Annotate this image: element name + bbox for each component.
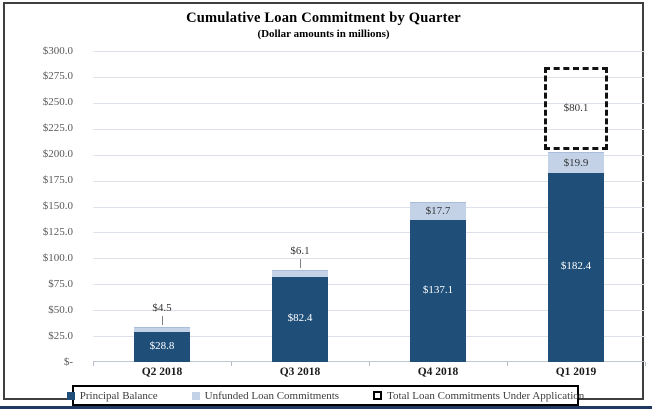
legend-item: Unfunded Loan Commitments (191, 389, 340, 402)
y-tick-label: $125.0 (42, 225, 73, 238)
x-category-label: Q1 2019 (555, 366, 597, 378)
chart-frame: Cumulative Loan Commitment by Quarter (D… (3, 2, 646, 406)
plot-area: $28.8 $4.5 $82.4 $6.1 $137.1 $17.7 $182.4 $19.9… (93, 51, 646, 366)
legend-item: Principal Balance (66, 389, 158, 402)
legend-item: Total Loan Commitments Under Application (373, 390, 584, 402)
legend-swatch-unfunded-icon (191, 391, 200, 400)
gridline (93, 76, 645, 78)
gridline (93, 336, 645, 338)
bar-segment-unfunded: $17.7 (410, 201, 466, 220)
chart-subtitle: (Dollar amounts in millions) (257, 28, 390, 40)
bar-segment-unfunded: $19.9 (548, 152, 604, 173)
gridline (93, 232, 645, 234)
gridline (93, 102, 645, 104)
bottom-rule (0, 406, 652, 409)
gridline (93, 258, 645, 260)
chart-title: Cumulative Loan Commitment by Quarter (186, 10, 461, 26)
legend-label: Total Loan Commitments Under Application (387, 389, 585, 402)
x-category-label: Q2 2018 (141, 366, 183, 378)
bar-value-label: $80.1 (563, 101, 589, 114)
x-category-label: Q3 2018 (279, 366, 321, 378)
y-tick-label: $25.0 (48, 329, 73, 342)
legend-swatch-dashed-icon (373, 391, 383, 400)
x-axis-labels: Q2 2018 Q3 2018 Q4 2018 Q1 2019 (93, 366, 645, 382)
x-axis-tick (231, 362, 232, 366)
bar-value-label: $17.7 (425, 204, 451, 217)
x-category-label: Q4 2018 (417, 366, 459, 378)
y-tick-label: $200.0 (42, 148, 73, 161)
bar-segment-principal: $182.4 (548, 172, 604, 362)
gridline (93, 128, 645, 130)
y-tick-label: $175.0 (42, 174, 73, 187)
y-tick-label: $75.0 (48, 277, 73, 290)
legend-swatch-principal-icon (66, 391, 75, 400)
y-tick-label: $150.0 (42, 200, 73, 212)
bar-value-label: $137.1 (422, 283, 454, 296)
gridline (93, 284, 645, 286)
y-tick-label: $100.0 (42, 251, 73, 264)
x-axis-tick (507, 362, 508, 366)
x-axis-line (93, 361, 645, 362)
y-tick-label: $50.0 (48, 303, 73, 316)
legend: Principal Balance Unfunded Loan Commitmen… (66, 385, 584, 406)
bar-segment-unfunded (272, 270, 328, 277)
bar-value-label: $28.8 (149, 340, 175, 353)
application-dashed-box: $80.1 (544, 67, 608, 151)
bar-value-label: $4.5 (152, 302, 172, 315)
bar-value-label: $82.4 (287, 312, 313, 325)
bar-value-label: $19.9 (563, 156, 589, 169)
y-tick-label: $300.0 (42, 44, 73, 57)
gridline (93, 310, 645, 312)
gridline (93, 180, 645, 182)
x-axis-tick (645, 362, 646, 366)
y-tick-label: $- (63, 355, 73, 368)
y-tick-label: $225.0 (42, 122, 73, 135)
gridline (93, 206, 645, 208)
gridline (93, 154, 645, 156)
legend-label: Principal Balance (79, 389, 158, 402)
bar-segment-principal: $82.4 (272, 276, 328, 362)
y-tick-label: $275.0 (42, 70, 73, 83)
y-axis-labels: $- $25.0 $50.0 $75.0 $100.0 $125.0 $150.0 $175.… (5, 45, 93, 368)
bar-segment-principal: $28.8 (134, 332, 190, 362)
bar-value-label: $6.1 (290, 245, 310, 258)
x-axis-tick (369, 362, 370, 366)
x-axis-tick (93, 362, 94, 366)
bar-segment-unfunded (134, 327, 190, 333)
gridline (93, 51, 645, 52)
legend-label: Unfunded Loan Commitments (204, 389, 340, 402)
label-leader-line (300, 259, 301, 269)
bar-segment-principal: $137.1 (410, 219, 466, 362)
label-leader-line (162, 316, 163, 326)
bar-value-label: $182.4 (560, 260, 592, 273)
y-tick-label: $250.0 (42, 96, 73, 109)
